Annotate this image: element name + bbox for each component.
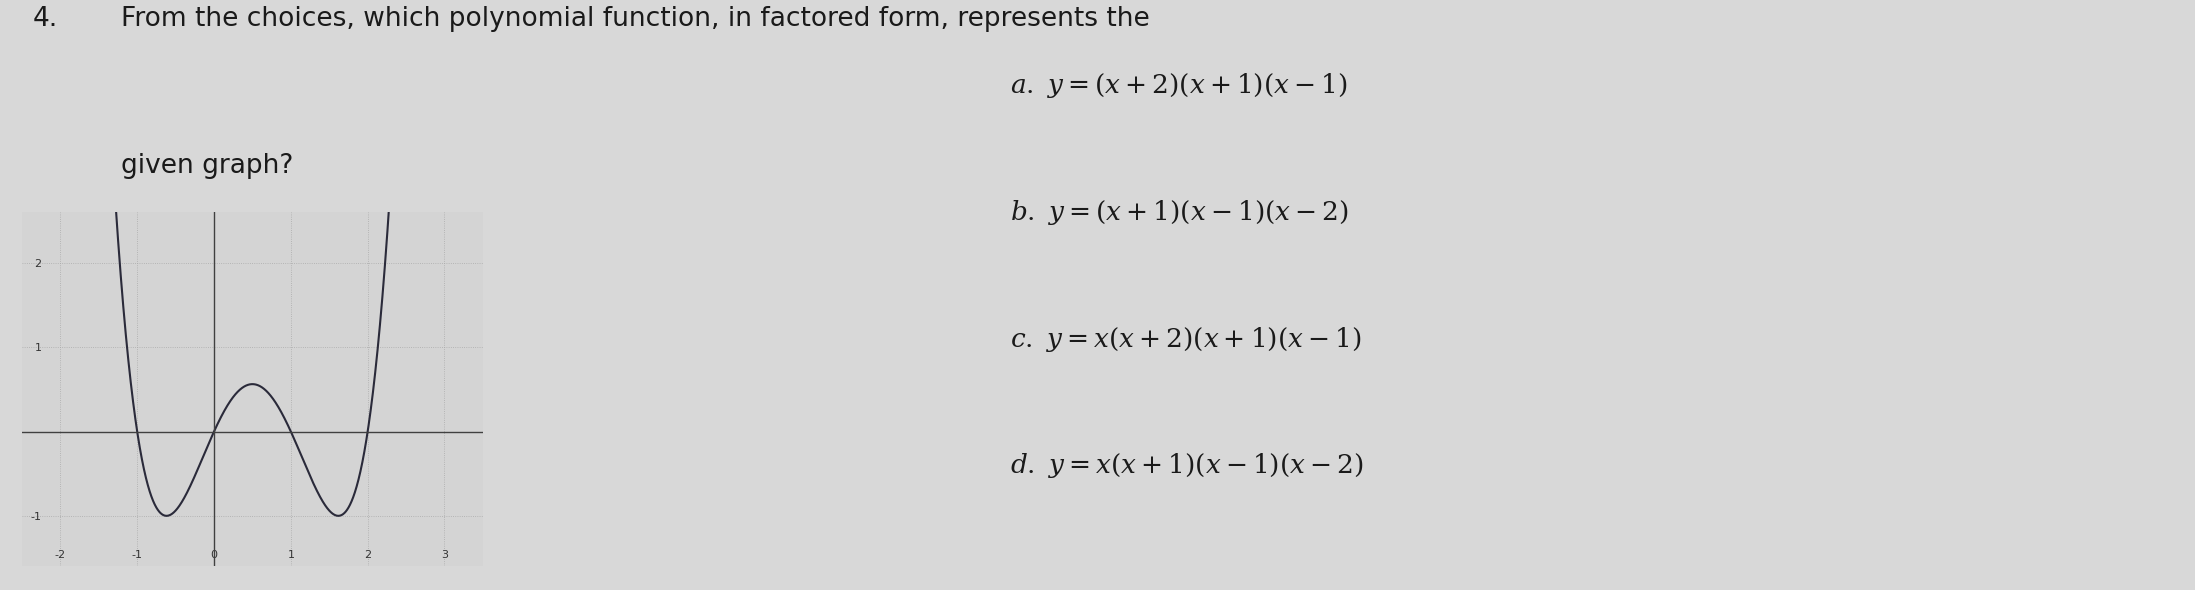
Text: $c.$ $y = x(x + 2)(x + 1)(x - 1)$: $c.$ $y = x(x + 2)(x + 1)(x - 1)$	[1010, 324, 1361, 353]
Text: $a.$ $y = (x + 2)(x + 1)(x - 1)$: $a.$ $y = (x + 2)(x + 1)(x - 1)$	[1010, 71, 1348, 100]
Text: 4.: 4.	[33, 6, 59, 32]
Text: given graph?: given graph?	[121, 153, 294, 179]
Text: $b.$ $y = (x + 1)(x - 1)(x - 2)$: $b.$ $y = (x + 1)(x - 1)(x - 2)$	[1010, 198, 1348, 227]
Text: From the choices, which polynomial function, in factored form, represents the: From the choices, which polynomial funct…	[121, 6, 1150, 32]
Text: $d.$ $y = x(x + 1)(x - 1)(x - 2)$: $d.$ $y = x(x + 1)(x - 1)(x - 2)$	[1010, 451, 1363, 480]
